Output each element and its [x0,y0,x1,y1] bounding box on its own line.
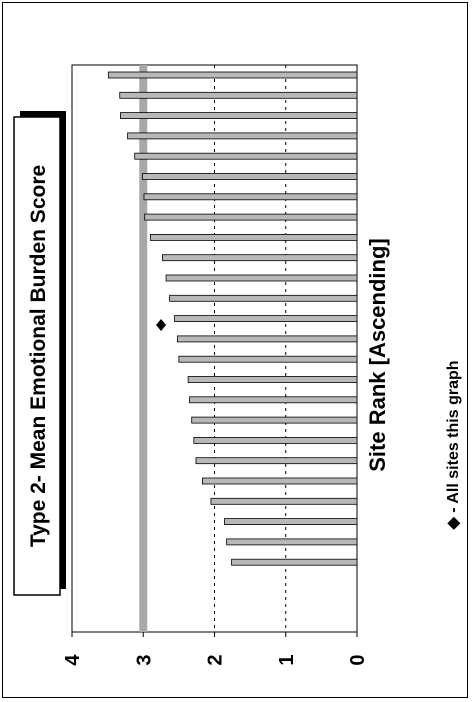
bar [107,71,358,79]
bar [144,213,358,221]
bar [169,294,358,302]
bar [149,233,358,241]
bar [193,436,358,444]
all-sites-marker [156,319,167,331]
tick-label: 4 [62,654,84,666]
bar [187,376,358,383]
bar [127,132,358,140]
bar [189,396,358,404]
bar [226,538,358,546]
bar [178,355,358,363]
chart-frame [2,2,468,698]
legend: ◆ - All sites this graph [445,360,462,530]
chart-title: Type 2- Mean Emotional Burden Score [27,165,50,547]
tick-label: 0 [347,654,369,665]
x-axis-label: Site Rank [Ascending] [365,238,390,471]
bar [134,152,358,160]
title-box [13,116,61,596]
bar [191,416,358,424]
bar [143,193,358,201]
tick-label: 1 [276,654,298,665]
bar [142,173,358,180]
bar [177,335,358,343]
bar [195,457,358,465]
tick-label: 2 [205,654,227,665]
bar [224,518,358,525]
bar [201,477,358,485]
bar [120,112,358,119]
bar [165,274,358,282]
bar [231,558,358,566]
bar [174,315,358,323]
tick-label: 3 [133,654,155,665]
reference-line [139,65,148,632]
bar [119,91,358,99]
bar [210,497,358,505]
bar [162,254,358,262]
